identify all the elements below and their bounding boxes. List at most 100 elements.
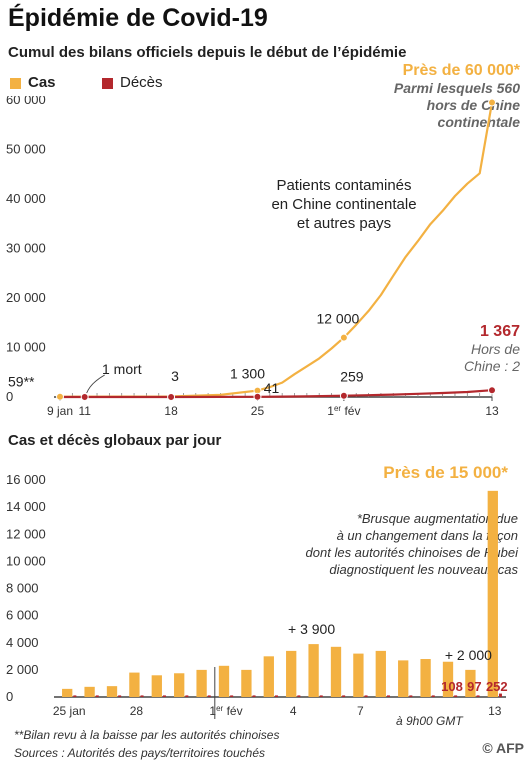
chart2-title: Cas et décès globaux par jour <box>8 432 222 449</box>
x-tick-label: 11 <box>78 404 91 418</box>
legend-swatch-cases <box>10 78 21 89</box>
cumulative-line-chart: 0 10 000 20 000 30 000 40 000 50 000 60 000 9 j… <box>6 96 499 418</box>
data-point <box>488 98 496 107</box>
bar-cases <box>465 669 476 697</box>
bar-cases <box>241 669 252 697</box>
y-tick-label: 50 000 <box>6 142 46 157</box>
x-tick-label: 7 <box>357 704 364 718</box>
y-tick-label: 14 000 <box>6 499 46 514</box>
bar-deaths <box>409 695 413 697</box>
bar-deaths <box>319 695 323 697</box>
peak-note-line1: Parmi lesquels 560 <box>393 80 520 96</box>
x-tick-label: 18 <box>164 404 178 418</box>
bar-cases <box>174 673 185 697</box>
patients-annotation: Patients contaminés en Chine continental… <box>246 176 442 233</box>
bar-cases <box>286 650 297 697</box>
bar-deaths <box>297 695 301 697</box>
bar-cases <box>330 646 342 697</box>
bar-deaths <box>342 695 346 697</box>
first-death-leader <box>86 374 105 394</box>
x-tick-label: 1er fév <box>327 404 360 418</box>
bar-cases <box>218 665 230 697</box>
series-line-cases <box>59 102 494 398</box>
point-label: 3 <box>171 368 179 384</box>
x-tick-label: 4 <box>290 704 297 718</box>
y-tick-label: 16 000 <box>6 472 46 487</box>
bar-value-label: + 3 900 <box>288 621 335 637</box>
daily-note-line1: *Brusque augmentation due <box>356 511 518 526</box>
bar-cases <box>151 675 162 697</box>
point-label: 41 <box>264 380 280 396</box>
y-tick-label: 60 000 <box>6 96 46 107</box>
bar-deaths <box>230 695 234 697</box>
x-tick-label: 13 <box>488 704 502 718</box>
bar-cases <box>62 688 73 697</box>
y-tick-label: 40 000 <box>6 191 46 206</box>
peak-note-line2: hors de Chine <box>426 97 520 113</box>
point-label: 259 <box>340 369 364 385</box>
y-tick-label: 2 000 <box>6 662 39 677</box>
bar-cases <box>263 656 274 697</box>
bar-deaths <box>73 695 77 697</box>
daily-note-line3: dont les autorités chinoises de Hubei <box>305 545 518 560</box>
patients-line2: en Chine continentale <box>271 196 417 213</box>
sources: Sources : Autorités des pays/territoires… <box>14 746 266 760</box>
afp-logo: © AFP <box>482 740 524 756</box>
bar-cases <box>487 490 498 697</box>
peak-note-line3: continentale <box>437 114 520 130</box>
y-tick-label: 4 000 <box>6 635 39 650</box>
bar-deaths <box>364 695 368 697</box>
point-label: 59** <box>8 374 35 390</box>
data-point <box>167 392 176 401</box>
y-tick-label: 0 <box>6 389 13 404</box>
page-title: Épidémie de Covid-19 <box>8 4 268 32</box>
bar-deaths <box>185 695 189 697</box>
patients-line1: Patients contaminés <box>276 177 412 194</box>
x-tick-label: 25 jan <box>53 704 86 718</box>
bar-deaths <box>95 695 99 697</box>
bar-deaths <box>431 695 435 697</box>
data-point <box>488 386 496 395</box>
bar-cases <box>106 686 118 697</box>
peak-cases-label: Près de 60 000* <box>402 62 520 79</box>
point-label: 1 300 <box>230 366 265 382</box>
bar-cases <box>398 660 409 697</box>
series-line-deaths <box>60 389 493 399</box>
bar-deaths <box>252 695 256 697</box>
patients-line3: et autres pays <box>296 215 392 232</box>
hors-chine-line1: Hors de <box>470 341 520 357</box>
data-point <box>80 392 89 401</box>
bar-deaths <box>476 695 480 697</box>
death-value-label: 108 <box>441 679 463 694</box>
y-tick-label: 6 000 <box>6 608 39 623</box>
legend-label-deaths: Décès <box>120 74 163 91</box>
daily-note-line2: à un changement dans la façon <box>336 528 518 543</box>
bar-deaths <box>386 695 390 697</box>
data-point <box>339 391 348 400</box>
bar-cases <box>84 686 95 697</box>
hors-chine-line2: Chine : 2 <box>463 358 520 374</box>
bar-cases <box>442 661 454 697</box>
data-point <box>339 333 348 342</box>
x-tick-label: 9 jan <box>47 404 73 418</box>
data-point <box>56 392 64 401</box>
bar-cases <box>196 669 207 697</box>
x-tick-label: 25 <box>251 404 265 418</box>
bar-cases <box>129 672 140 697</box>
y-tick-label: 12 000 <box>6 526 46 541</box>
y-tick-label: 10 000 <box>6 553 46 568</box>
legend-swatch-deaths <box>102 78 113 89</box>
bar-cases <box>308 644 319 697</box>
y-tick-label: 20 000 <box>6 290 46 305</box>
time-note: à 9h00 GMT <box>396 714 463 728</box>
x-tick-label: 28 <box>130 704 144 718</box>
daily-bar-chart: 0 2 000 4 000 6 000 8 000 10 000 12 000 14 000 1… <box>6 472 508 719</box>
bar-deaths <box>118 695 122 697</box>
bar-cases <box>420 659 431 697</box>
legend-label-cases: Cas <box>28 74 56 91</box>
first-death-label: 1 mort <box>102 361 142 377</box>
bar-deaths <box>162 695 166 697</box>
bar-deaths <box>207 695 211 697</box>
death-total-label: 1 367 <box>479 323 520 340</box>
point-label: 12 000 <box>316 311 359 327</box>
